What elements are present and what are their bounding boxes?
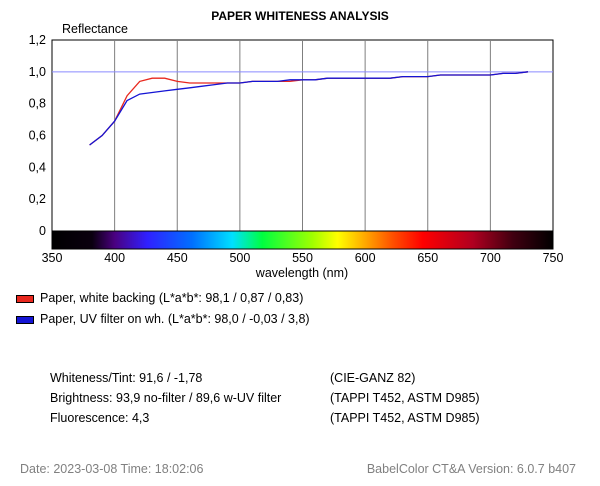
- legend-item-white-backing: Paper, white backing (L*a*b*: 98,1 / 0,8…: [16, 291, 303, 305]
- fluorescence-text: Fluorescence: 4,3: [50, 411, 150, 425]
- chart-title: PAPER WHITENESS ANALYSIS: [211, 9, 389, 23]
- x-tick-label: 600: [355, 251, 376, 265]
- x-tick-label: 700: [480, 251, 501, 265]
- x-tick-label: 450: [167, 251, 188, 265]
- x-tick-label: 400: [104, 251, 125, 265]
- whiteness-text: Whiteness/Tint: 91,6 / -1,78: [50, 371, 203, 385]
- legend-swatch-red: [16, 294, 34, 303]
- legend-item-uv-filter: Paper, UV filter on wh. (L*a*b*: 98,0 / …: [16, 312, 310, 326]
- x-tick-label: 350: [42, 251, 63, 265]
- x-tick-label: 500: [229, 251, 250, 265]
- x-tick-label: 650: [417, 251, 438, 265]
- brightness-standard: (TAPPI T452, ASTM D985): [330, 391, 480, 405]
- x-tick-label: 750: [543, 251, 564, 265]
- series-line-uv-filter: [89, 71, 529, 146]
- spectrum-bar: [51, 230, 554, 250]
- chart-area: 0 0,2 0,4 0,6 0,8 1,0 1,2 350 400 450 500 550 600 650…: [29, 22, 564, 280]
- y-tick-label: 0: [39, 224, 46, 238]
- y-tick-label: 0,4: [29, 160, 46, 174]
- y-tick-label: 0,8: [29, 97, 46, 111]
- legend-label: Paper, UV filter on wh. (L*a*b*: 98,0 / …: [40, 312, 310, 326]
- brightness-text: Brightness: 93,9 no-filter / 89,6 w-UV f…: [50, 391, 282, 405]
- fluorescence-standard: (TAPPI T452, ASTM D985): [330, 411, 480, 425]
- y-tick-label: 0,2: [29, 192, 46, 206]
- whiteness-standard: (CIE-GANZ 82): [330, 371, 416, 385]
- x-axis-label: wavelength (nm): [255, 266, 348, 280]
- footer-version: BabelColor CT&A Version: 6.0.7 b407: [366, 462, 576, 476]
- legend-swatch-blue: [16, 315, 34, 324]
- footer-date: Date: 2023-03-08 Time: 18:02:06: [20, 462, 204, 476]
- legend-label: Paper, white backing (L*a*b*: 98,1 / 0,8…: [40, 291, 304, 305]
- y-tick-label: 1,0: [29, 65, 46, 79]
- x-tick-label: 550: [292, 251, 313, 265]
- y-axis-label: Reflectance: [62, 22, 128, 36]
- y-tick-label: 1,2: [29, 33, 46, 47]
- y-tick-label: 0,6: [29, 129, 46, 143]
